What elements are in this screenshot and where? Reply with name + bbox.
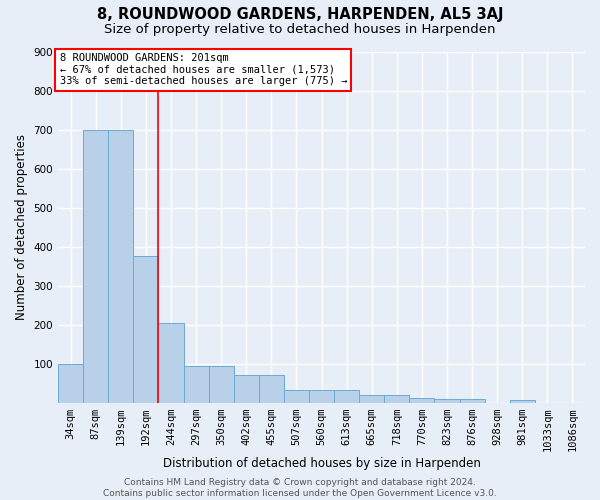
Bar	[108, 130, 133, 403]
Bar	[334, 390, 359, 403]
Bar	[259, 374, 284, 403]
Bar	[409, 398, 434, 403]
Bar	[184, 366, 209, 403]
Bar	[384, 395, 409, 403]
Bar	[309, 390, 334, 403]
Bar	[510, 400, 535, 403]
Bar	[460, 399, 485, 403]
Bar	[158, 323, 184, 403]
Bar	[284, 390, 309, 403]
Text: 8 ROUNDWOOD GARDENS: 201sqm
← 67% of detached houses are smaller (1,573)
33% of : 8 ROUNDWOOD GARDENS: 201sqm ← 67% of det…	[59, 54, 347, 86]
Bar	[359, 395, 384, 403]
Text: Contains HM Land Registry data © Crown copyright and database right 2024.
Contai: Contains HM Land Registry data © Crown c…	[103, 478, 497, 498]
Bar	[83, 130, 108, 403]
Text: Size of property relative to detached houses in Harpenden: Size of property relative to detached ho…	[104, 22, 496, 36]
Bar	[133, 256, 158, 403]
Bar	[233, 374, 259, 403]
Text: 8, ROUNDWOOD GARDENS, HARPENDEN, AL5 3AJ: 8, ROUNDWOOD GARDENS, HARPENDEN, AL5 3AJ	[97, 8, 503, 22]
X-axis label: Distribution of detached houses by size in Harpenden: Distribution of detached houses by size …	[163, 457, 481, 470]
Bar	[434, 399, 460, 403]
Bar	[58, 364, 83, 403]
Y-axis label: Number of detached properties: Number of detached properties	[15, 134, 28, 320]
Bar	[209, 366, 233, 403]
